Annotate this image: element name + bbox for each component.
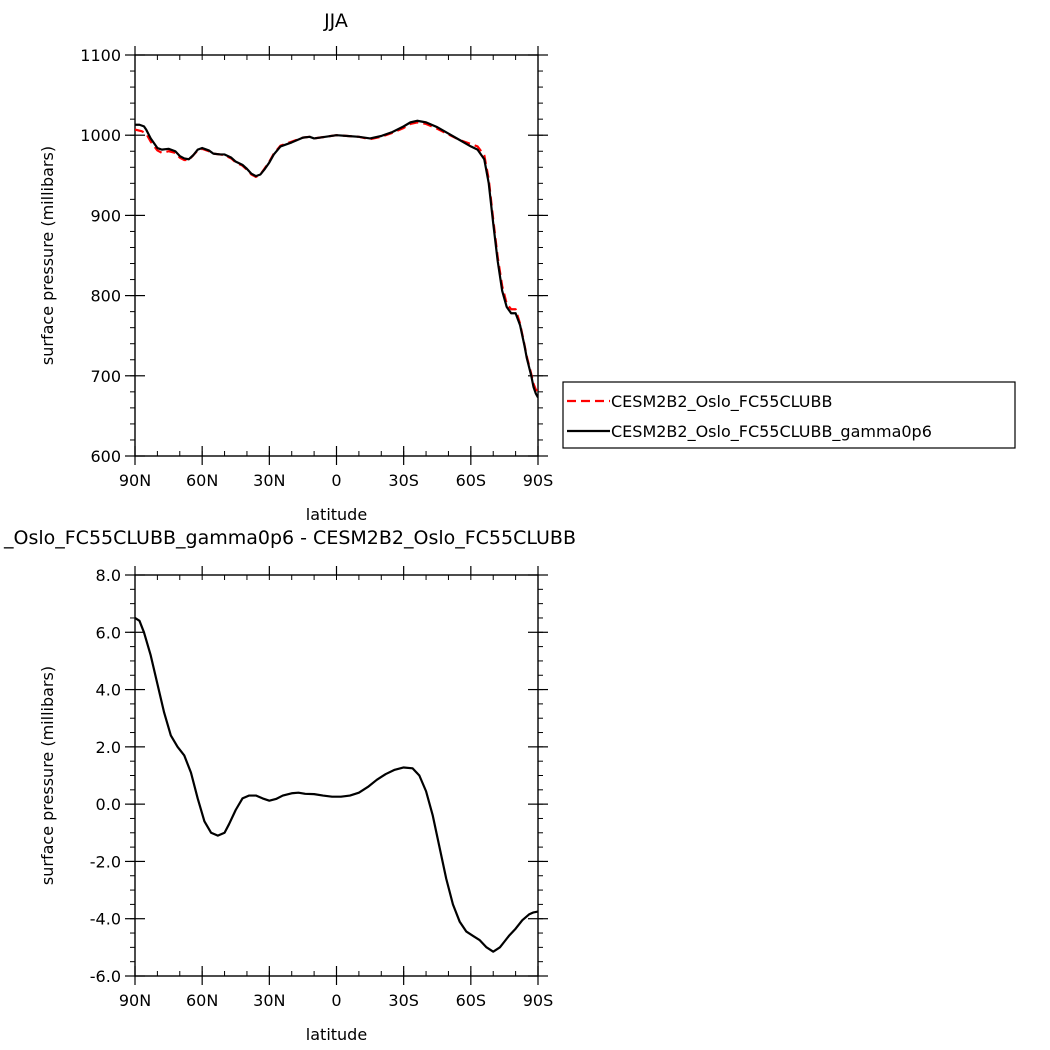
y-tick-label: 1000 [80,126,121,145]
legend-entry-0: CESM2B2_Oslo_FC55CLUBB [611,392,832,412]
x-tick-label: 90N [119,471,151,490]
y-axis-label: surface pressure (millibars) [38,666,57,885]
y-tick-label: 4.0 [96,681,121,700]
bottom-panel-difference: _Oslo_FC55CLUBB_gamma0p6 - CESM2B2_Oslo_… [3,527,576,1044]
y-tick-label: -2.0 [90,852,121,871]
series-line-0 [135,121,538,393]
x-tick-label: 30N [253,991,285,1010]
plot-frame [134,574,539,977]
legend-entry-1: CESM2B2_Oslo_FC55CLUBB_gamma0p6 [611,422,932,442]
x-tick-label: 30S [388,471,419,490]
x-tick-label: 90N [119,991,151,1010]
y-tick-label: 0.0 [96,795,121,814]
legend: CESM2B2_Oslo_FC55CLUBB CESM2B2_Oslo_FC55C… [562,381,1016,449]
legend-box [562,381,1016,449]
y-tick-label: 900 [90,206,121,225]
x-tick-label: 90S [523,471,554,490]
x-tick-label: 60S [456,471,487,490]
y-tick-label: 600 [90,447,121,466]
x-axis-label: latitude [306,1025,367,1044]
x-tick-label: 60N [186,991,218,1010]
chart-title: _Oslo_FC55CLUBB_gamma0p6 - CESM2B2_Oslo_… [3,527,576,549]
top-panel-pressure: JJA 90N 60N 30N 0 30S 60S 90S 1100 1000 900 800 700 6… [38,10,1016,524]
series-line-0 [135,617,538,953]
x-tick-label: 60S [456,991,487,1010]
chart-title: JJA [323,10,348,32]
y-tick-label: -4.0 [90,910,121,929]
x-tick-label: 90S [523,991,554,1010]
y-tick-label: 800 [90,287,121,306]
plot-frame [134,54,539,457]
y-axis-label: surface pressure (millibars) [38,146,57,365]
y-tick-label: 8.0 [96,566,121,585]
x-tick-label: 0 [331,471,341,490]
x-axis-label: latitude [306,505,367,524]
x-tick-label: 60N [186,471,218,490]
y-tick-label: 700 [90,367,121,386]
y-tick-label: 2.0 [96,738,121,757]
y-tick-label: -6.0 [90,967,121,986]
x-tick-label: 30N [253,471,285,490]
y-tick-label: 1100 [80,46,121,65]
y-tick-label: 6.0 [96,623,121,642]
series-line-1 [135,119,538,398]
x-tick-label: 30S [388,991,419,1010]
x-tick-label: 0 [331,991,341,1010]
